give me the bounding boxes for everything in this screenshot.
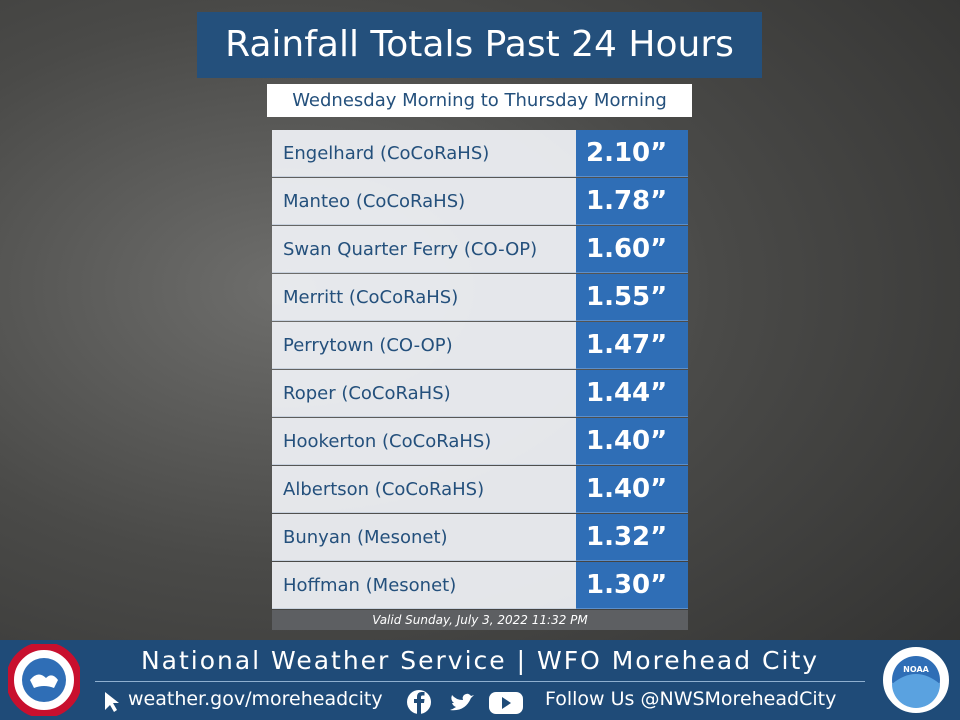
- nws-logo: [8, 644, 80, 716]
- station-name: Engelhard (CoCoRaHS): [272, 130, 576, 177]
- title: Rainfall Totals Past 24 Hours: [197, 12, 762, 78]
- station-name: Hoffman (Mesonet): [272, 562, 576, 609]
- station-name: Bunyan (Mesonet): [272, 514, 576, 561]
- valid-time: Valid Sunday, July 3, 2022 11:32 PM: [272, 610, 688, 630]
- station-name: Swan Quarter Ferry (CO-OP): [272, 226, 576, 273]
- noaa-logo: NOAA: [881, 645, 951, 715]
- divider: [95, 681, 865, 682]
- subtitle: Wednesday Morning to Thursday Morning: [267, 84, 692, 117]
- station-name: Perrytown (CO-OP): [272, 322, 576, 369]
- rainfall-value: 1.60”: [576, 226, 688, 273]
- rainfall-value: 2.10”: [576, 130, 688, 177]
- rainfall-value: 1.40”: [576, 418, 688, 465]
- cursor-icon: [105, 692, 119, 712]
- rainfall-value: 1.30”: [576, 562, 688, 609]
- office-name: National Weather Service | WFO Morehead …: [140, 646, 820, 675]
- social-icons: [407, 690, 523, 714]
- rainfall-value: 1.47”: [576, 322, 688, 369]
- station-name: Albertson (CoCoRaHS): [272, 466, 576, 513]
- station-name: Roper (CoCoRaHS): [272, 370, 576, 417]
- station-name: Manteo (CoCoRaHS): [272, 178, 576, 225]
- station-name: Merritt (CoCoRaHS): [272, 274, 576, 321]
- noaa-text: NOAA: [903, 665, 929, 674]
- station-name: Hookerton (CoCoRaHS): [272, 418, 576, 465]
- footer: [0, 640, 960, 720]
- rainfall-value: 1.44”: [576, 370, 688, 417]
- rainfall-value: 1.78”: [576, 178, 688, 225]
- website[interactable]: weather.gov/moreheadcity: [128, 688, 383, 710]
- social-handle[interactable]: Follow Us @NWSMoreheadCity: [545, 688, 837, 710]
- rainfall-value: 1.40”: [576, 466, 688, 513]
- rainfall-value: 1.32”: [576, 514, 688, 561]
- rainfall-value: 1.55”: [576, 274, 688, 321]
